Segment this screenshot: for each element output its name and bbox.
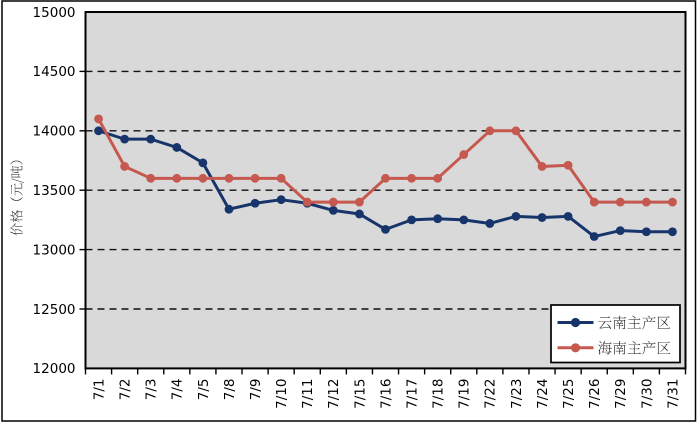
data-point xyxy=(146,173,156,183)
data-point xyxy=(589,232,599,241)
y-tick-label-13000: 13000 xyxy=(33,242,76,258)
data-point xyxy=(511,211,521,221)
x-tick-label-7/26: 7/26 xyxy=(587,379,603,409)
data-point xyxy=(537,213,547,222)
data-point xyxy=(276,195,286,205)
data-point xyxy=(641,197,651,207)
x-tick-label-7/12: 7/12 xyxy=(326,379,342,409)
data-point xyxy=(224,173,234,183)
legend-box xyxy=(550,304,681,364)
x-tick-label-7/5: 7/5 xyxy=(196,379,212,401)
legend-item-yunnan xyxy=(557,315,671,330)
y-tick-label-15000: 15000 xyxy=(33,5,76,21)
x-tick-label-7/16: 7/16 xyxy=(378,379,394,409)
y-tick-label-12000: 12000 xyxy=(33,361,76,377)
x-tick-label-7/3: 7/3 xyxy=(144,379,160,401)
data-point xyxy=(250,173,260,183)
data-point xyxy=(172,143,182,152)
series-hainan xyxy=(94,114,677,207)
data-point xyxy=(537,162,547,171)
data-point xyxy=(407,215,416,225)
data-point xyxy=(511,126,521,136)
data-point xyxy=(433,214,443,224)
data-point xyxy=(668,197,677,207)
x-tick-label-7/30: 7/30 xyxy=(639,379,655,409)
data-point xyxy=(198,158,208,168)
data-point xyxy=(433,173,443,183)
data-point xyxy=(459,215,469,225)
x-tick-label-7/4: 7/4 xyxy=(170,379,186,401)
legend-marker xyxy=(570,317,581,328)
x-axis: 7/1 7/2 7/3 7/4 7/5 7/8 7/9 7/10 7/11 7/12 7/15 7/1… xyxy=(84,368,687,409)
x-tick-label-7/31: 7/31 xyxy=(665,379,681,409)
legend xyxy=(550,304,681,364)
data-point xyxy=(355,197,364,207)
x-tick-label-7/10: 7/10 xyxy=(274,379,290,409)
x-tick-label-7/19: 7/19 xyxy=(457,379,473,409)
x-tick-label-7/8: 7/8 xyxy=(222,379,238,401)
data-point xyxy=(328,197,338,207)
data-point xyxy=(94,126,103,136)
legend-label-glyphs xyxy=(598,340,671,355)
y-tick-label-14000: 14000 xyxy=(33,124,76,140)
x-tick-label-7/24: 7/24 xyxy=(535,379,551,409)
data-point xyxy=(563,160,573,170)
x-tick-label-7/18: 7/18 xyxy=(431,379,447,409)
data-point xyxy=(198,173,208,183)
data-point xyxy=(94,114,103,124)
y-axis-title xyxy=(10,160,24,236)
data-point xyxy=(120,134,130,144)
series-yunnan xyxy=(94,126,677,241)
data-point xyxy=(407,173,416,183)
data-point xyxy=(668,227,677,237)
data-point xyxy=(172,173,182,183)
x-tick-label-7/9: 7/9 xyxy=(248,379,264,401)
data-point xyxy=(641,227,651,237)
y-tick-label-12500: 12500 xyxy=(33,302,76,318)
data-point xyxy=(589,197,599,207)
x-tick-label-7/23: 7/23 xyxy=(509,379,525,409)
data-point xyxy=(485,126,495,136)
data-point xyxy=(120,162,130,171)
data-point xyxy=(459,150,469,159)
data-point xyxy=(615,226,625,235)
y-tick-label-13500: 13500 xyxy=(33,183,76,199)
data-point xyxy=(563,211,573,221)
gridlines xyxy=(85,70,686,310)
x-tick-label-7/25: 7/25 xyxy=(561,379,577,409)
y-axis-title-glyphs xyxy=(10,160,24,236)
legend-label-glyphs xyxy=(598,315,671,330)
data-point xyxy=(302,197,312,207)
data-point xyxy=(381,225,390,234)
x-tick-label-7/29: 7/29 xyxy=(613,379,629,409)
data-point xyxy=(355,209,364,219)
x-tick-label-7/2: 7/2 xyxy=(118,379,134,401)
legend-item-hainan xyxy=(557,340,671,355)
x-tick-label-7/22: 7/22 xyxy=(483,379,499,409)
y-tick-label-14500: 14500 xyxy=(33,64,76,80)
data-point xyxy=(224,204,234,214)
y-axis: 15000 14500 14000 13500 13000 12500 12000 xyxy=(33,5,86,377)
x-tick-label-7/17: 7/17 xyxy=(404,379,420,409)
data-point xyxy=(485,219,495,228)
legend-marker xyxy=(570,343,581,353)
data-point xyxy=(328,206,338,215)
x-tick-label-7/15: 7/15 xyxy=(352,379,368,409)
x-tick-label-7/1: 7/1 xyxy=(91,379,107,401)
data-point xyxy=(381,173,390,183)
data-point xyxy=(146,134,156,144)
data-point xyxy=(615,197,625,207)
x-tick-label-7/11: 7/11 xyxy=(300,379,316,409)
data-point xyxy=(250,198,260,208)
data-point xyxy=(276,173,286,183)
